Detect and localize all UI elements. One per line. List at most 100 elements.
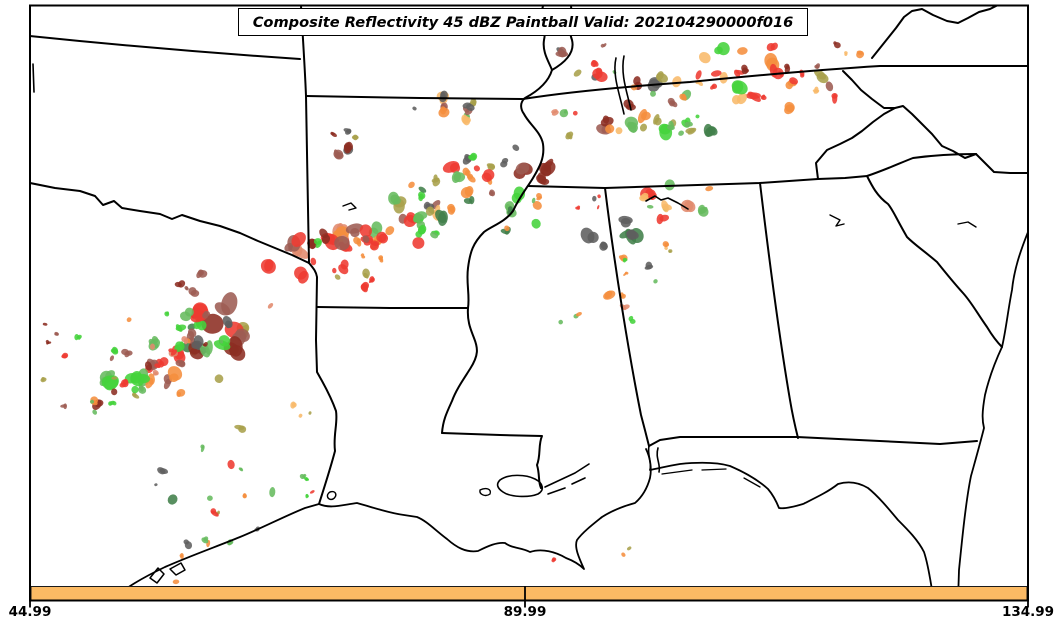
paintball-blob [291, 232, 306, 247]
kentucky-tennessee-border [522, 65, 1027, 100]
paintball-blob [109, 355, 115, 362]
paintball-blob [766, 42, 775, 52]
paintball-blob [229, 345, 246, 361]
paintball-blob [710, 70, 722, 77]
tennessee-northcarolina-border [815, 107, 896, 180]
paintball-blob [705, 186, 714, 192]
paintball-blob [345, 129, 352, 135]
paintball-blob [264, 259, 274, 272]
paintball-blob [191, 340, 203, 350]
paintball-blob [412, 106, 417, 111]
paintball-blob [466, 103, 475, 111]
paintball-blob [471, 99, 477, 105]
paintball-blob [551, 109, 558, 114]
paintball-blob [376, 231, 387, 243]
paintball-blob [371, 221, 383, 235]
paintball-blob [112, 401, 117, 406]
missouri-west-border [300, 6, 310, 264]
paintball-blob [290, 401, 296, 409]
georgia-northcarolina-border [817, 153, 977, 180]
paintball-blob [435, 209, 447, 224]
paintball-blob [234, 424, 245, 430]
paintball-blob [627, 546, 632, 551]
paintball-blob [149, 343, 156, 350]
paintball-blob [640, 111, 651, 121]
paintball-blob [112, 346, 119, 354]
colorbar-strip [30, 586, 1028, 601]
paintball-blob [622, 259, 626, 263]
paintball-blob [672, 76, 682, 88]
paintball-blob [172, 579, 180, 585]
x-tick-label: 44.99 [8, 604, 52, 620]
paintball-blob [592, 195, 597, 202]
paintball-blob [460, 187, 473, 199]
paintball-blob [531, 218, 541, 229]
paintball-blob [428, 208, 435, 214]
paintball-blob [190, 289, 200, 297]
paintball-blob [331, 132, 337, 138]
paintball-blob [42, 322, 48, 326]
paintball-blob [178, 361, 186, 368]
paintball-blob [210, 510, 219, 517]
paintball-blob [469, 154, 477, 160]
missouri-arkansas-border [305, 95, 523, 100]
paintball-blob [207, 495, 213, 501]
paintball-blob [47, 341, 52, 344]
paintball-blob [661, 203, 673, 211]
paintball-blob [664, 246, 668, 250]
paintball-blob [536, 192, 542, 199]
paintball-blob [154, 483, 158, 487]
paintball-blob [700, 206, 708, 214]
paintball-blob [645, 261, 653, 270]
paintball-blob [219, 339, 224, 344]
paintball-blob [228, 541, 232, 545]
paintball-blob [370, 277, 375, 283]
paintball-blob [449, 206, 456, 213]
paintball-blob [131, 385, 139, 394]
paintball-blob [334, 235, 350, 251]
paintball-blob [183, 539, 190, 545]
kansas-south-border [31, 35, 301, 60]
paintball-blob [590, 60, 598, 68]
paintball-blob [345, 223, 364, 234]
paintball-blob [500, 160, 508, 168]
galveston-bay [149, 562, 186, 584]
paintball-blob [297, 270, 309, 284]
paintball-blob [380, 258, 384, 262]
paintball-blob [360, 253, 365, 257]
mississippi-alabama-border [604, 187, 650, 447]
paintball-blob [412, 237, 425, 249]
paintball-blob [338, 264, 349, 275]
paintball-blob [304, 478, 309, 481]
paintball-blob [615, 127, 623, 135]
paintball-blob [440, 91, 446, 98]
paintball-blob [731, 81, 744, 94]
paintball-blob [473, 165, 481, 172]
florida-gulf-coast [649, 461, 934, 600]
paintball-blob [620, 292, 624, 298]
paintball-blob [131, 393, 140, 399]
paintball-blob [558, 319, 564, 325]
paintball-blob [603, 43, 607, 48]
paintball-blob [559, 109, 569, 118]
paintball-blob [159, 357, 169, 367]
paintball-blob [352, 134, 359, 141]
atlantic-coast [957, 232, 1027, 600]
paintball-blob [540, 161, 556, 176]
page-title: Composite Reflectivity 45 dBZ Paintball … [252, 13, 794, 31]
texas-gulf-coast [109, 503, 320, 600]
paintball-blob [699, 51, 711, 64]
louisiana-gulf-coast [318, 448, 652, 570]
paintball-blob [602, 115, 610, 124]
paintball-blob [306, 493, 309, 498]
paintball-blob [167, 494, 178, 505]
paintball-blob [789, 77, 799, 85]
small-lake-west [479, 487, 492, 497]
paintball-blob [319, 228, 328, 239]
paintball-blob [580, 227, 595, 244]
paintball-blob [565, 131, 574, 140]
paintball-blob [111, 388, 118, 396]
paintball-blob [181, 336, 188, 343]
paintball-blob [200, 445, 205, 453]
